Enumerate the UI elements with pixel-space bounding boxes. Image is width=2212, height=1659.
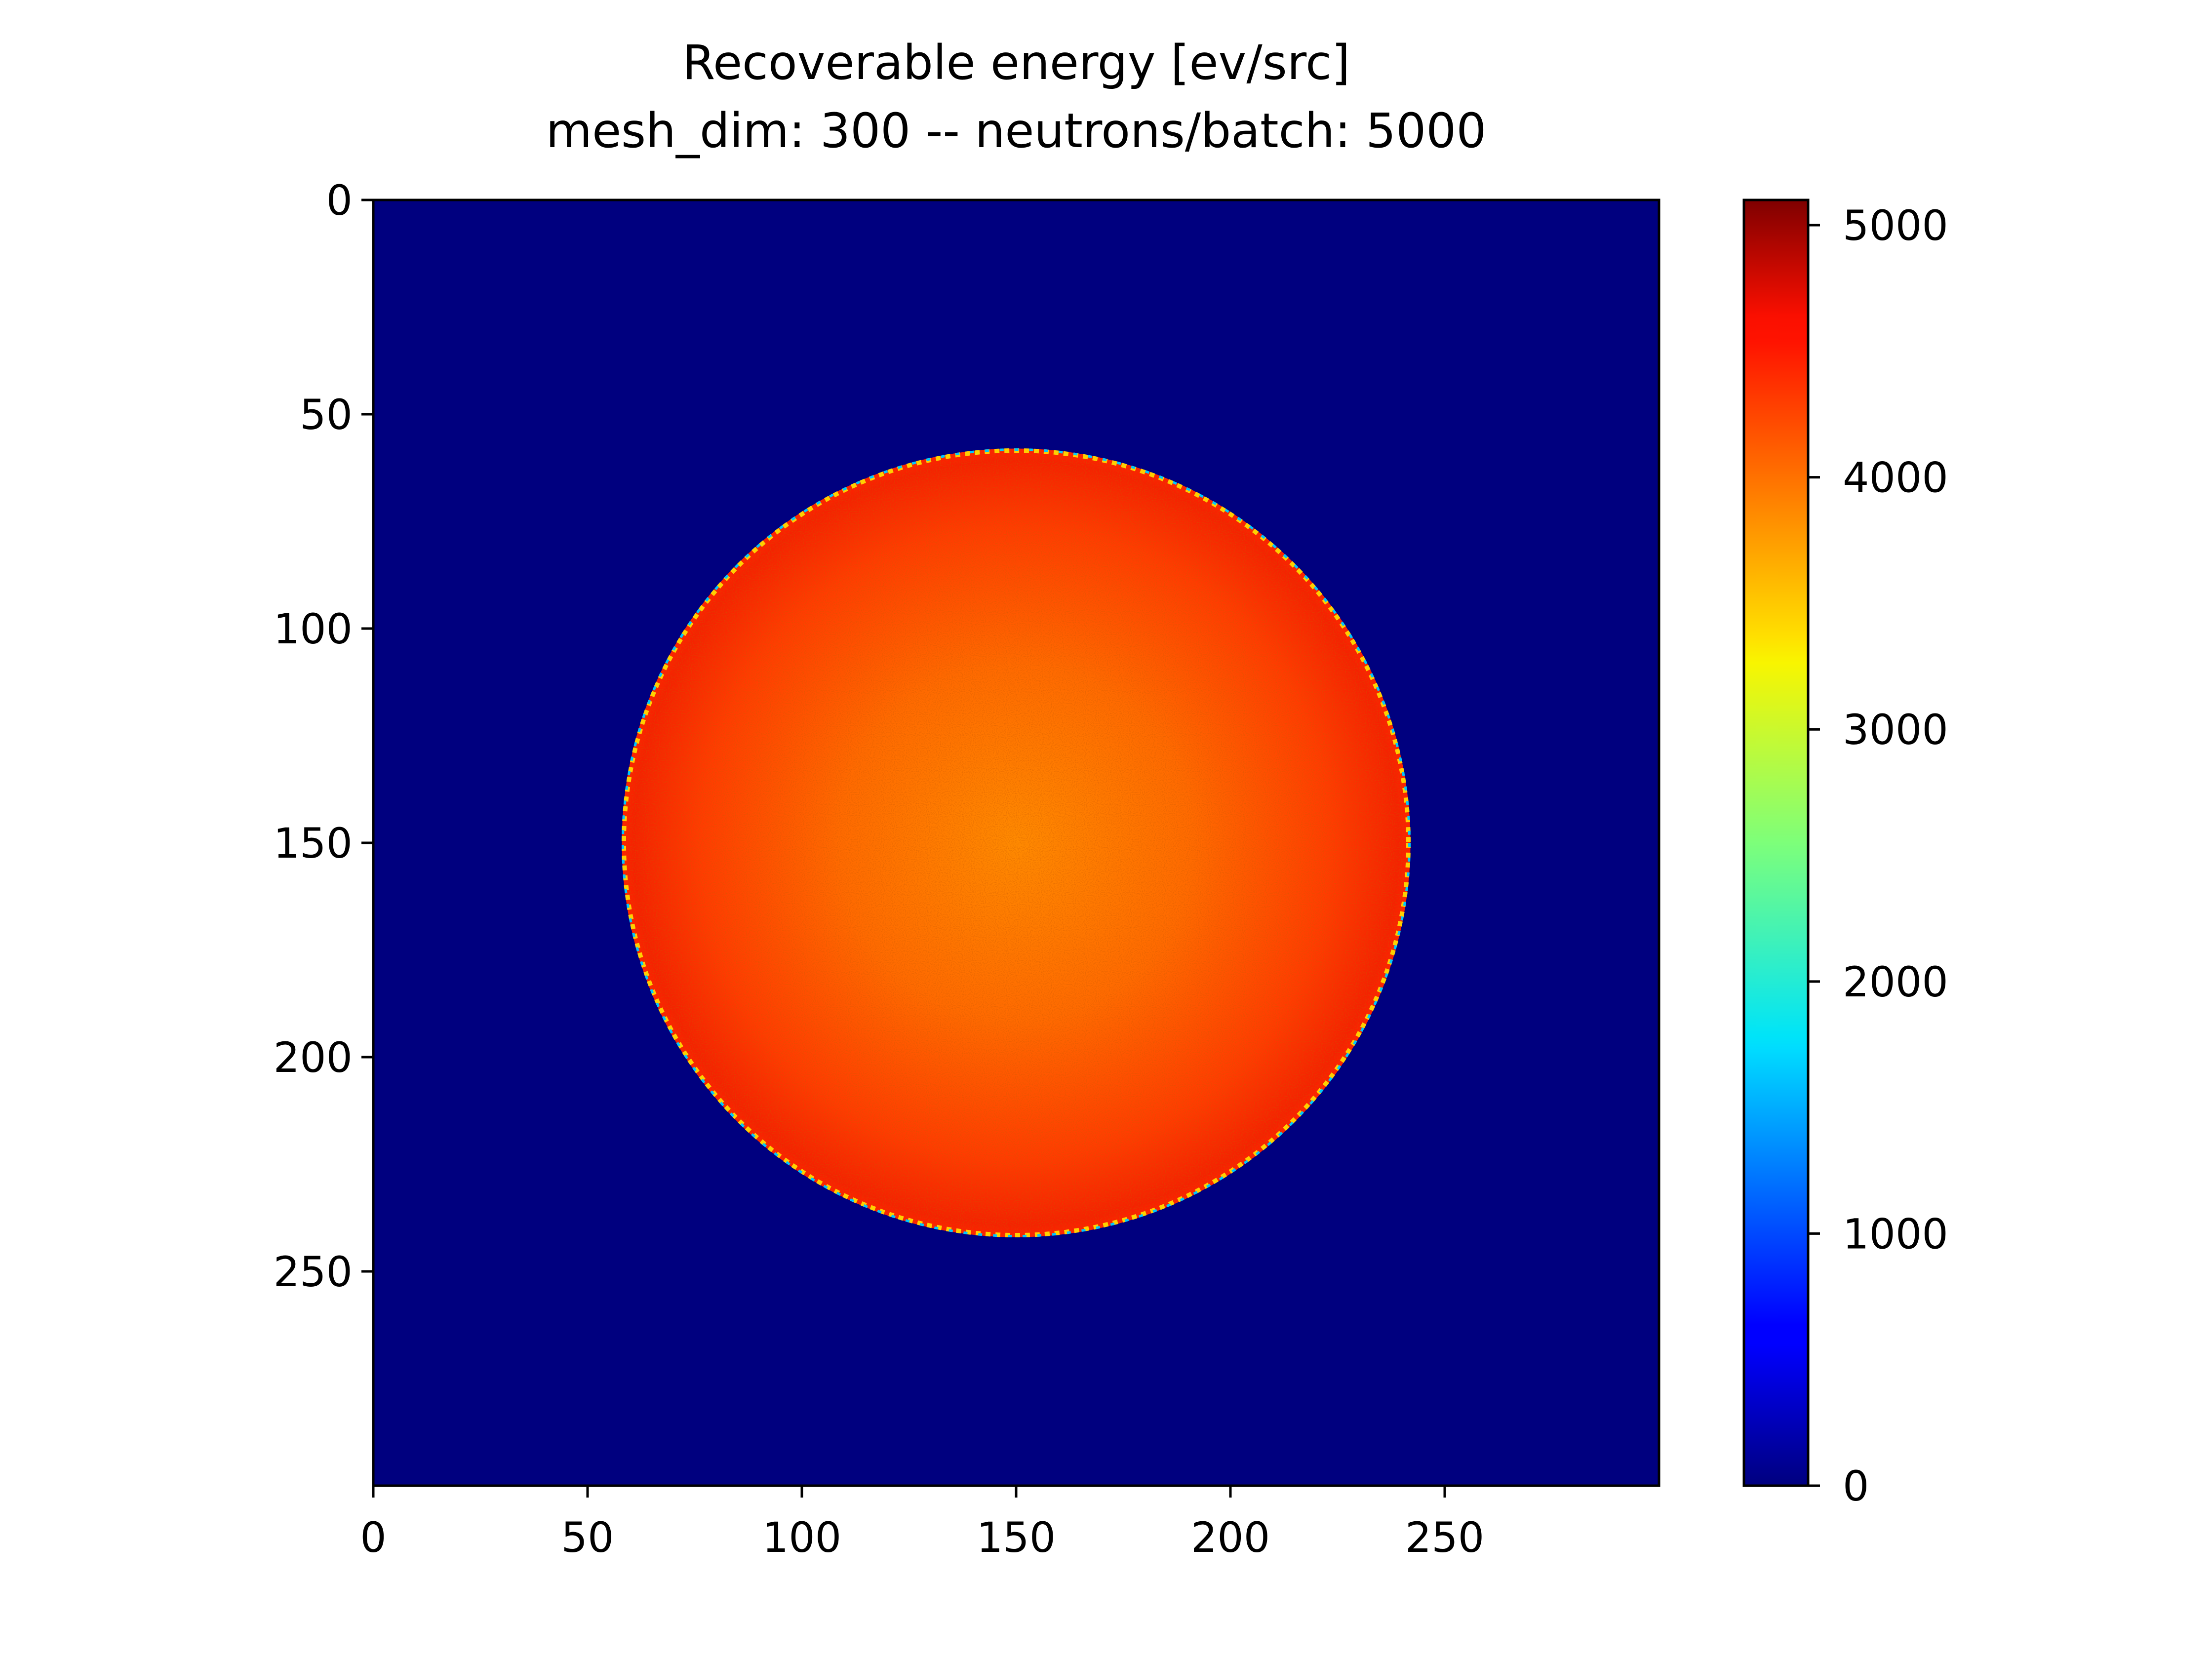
x-tick-label: 100 bbox=[762, 1513, 841, 1562]
heatmap-disc-rim-inner bbox=[621, 448, 1411, 1238]
y-tick-label: 200 bbox=[274, 1033, 353, 1082]
x-tick-label: 250 bbox=[1405, 1513, 1484, 1562]
chart-title: Recoverable energy [ev/src] bbox=[682, 35, 1350, 90]
colorbar-axis: 0 1000 2000 3000 4000 5000 bbox=[1808, 201, 1948, 1510]
colorbar-tick-label: 5000 bbox=[1843, 201, 1948, 250]
x-tick-label: 0 bbox=[360, 1513, 386, 1562]
y-tick-label: 100 bbox=[274, 605, 353, 653]
y-tick-label: 250 bbox=[274, 1248, 353, 1296]
colorbar-tick-label: 0 bbox=[1843, 1462, 1869, 1510]
colorbar-tick-label: 3000 bbox=[1843, 706, 1948, 754]
colorbar bbox=[1744, 200, 1808, 1486]
x-tick-label: 200 bbox=[1191, 1513, 1270, 1562]
colorbar-tick-label: 4000 bbox=[1843, 454, 1948, 502]
colorbar-tick-label: 1000 bbox=[1843, 1210, 1948, 1258]
chart-subtitle: mesh_dim: 300 -- neutrons/batch: 5000 bbox=[546, 103, 1487, 158]
y-axis: 0 50 100 150 200 250 bbox=[274, 176, 373, 1296]
heatmap-plot bbox=[373, 200, 1659, 1486]
x-tick-label: 150 bbox=[977, 1513, 1056, 1562]
x-tick-label: 50 bbox=[561, 1513, 614, 1562]
heatmap-disc-noise bbox=[622, 448, 1411, 1237]
colorbar-tick-label: 2000 bbox=[1843, 958, 1948, 1006]
y-tick-label: 150 bbox=[274, 819, 353, 868]
y-tick-label: 0 bbox=[326, 176, 353, 225]
y-tick-label: 50 bbox=[300, 391, 353, 439]
x-axis: 0 50 100 150 200 250 bbox=[360, 1486, 1484, 1562]
colorbar-frame bbox=[1742, 198, 1810, 1487]
